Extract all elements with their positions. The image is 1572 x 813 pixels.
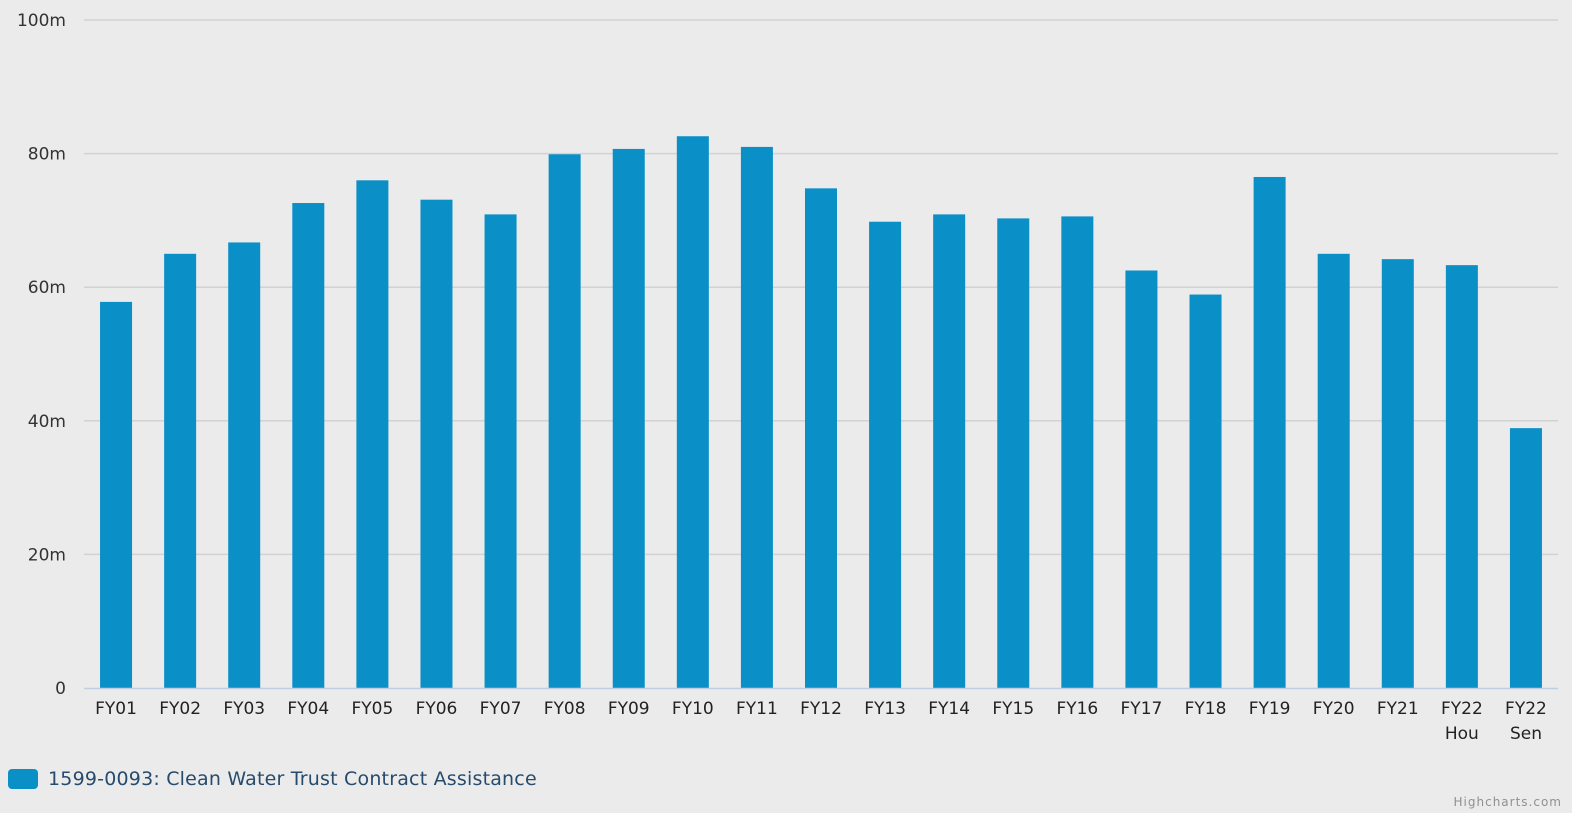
bar (1381, 259, 1414, 688)
x-tick-label-line: FY16 (1056, 699, 1098, 719)
y-tick-label: 80m (28, 145, 66, 165)
legend-label: 1599-0093: Clean Water Trust Contract As… (48, 768, 537, 790)
bar (1125, 270, 1158, 688)
x-tick-label: FY08 (544, 699, 586, 719)
x-tick-label: FY22 Sen (1505, 699, 1547, 744)
bar (1509, 428, 1542, 688)
x-tick-label-line: FY03 (223, 699, 265, 719)
x-tick-label-line: FY02 (159, 699, 201, 719)
bar (292, 203, 325, 689)
x-tick-label: FY11 (736, 699, 778, 719)
x-tick-label: FY10 (672, 699, 714, 719)
x-tick-label-line: FY04 (287, 699, 329, 719)
x-tick-label: FY03 (223, 699, 265, 719)
bar (1445, 265, 1478, 688)
bar (356, 180, 389, 688)
x-tick-label: FY22 Hou (1441, 699, 1483, 744)
x-tick-label-line: FY10 (672, 699, 714, 719)
bar (1253, 176, 1286, 689)
bar (100, 301, 133, 688)
bar (805, 188, 837, 688)
x-tick-label-line: FY17 (1121, 699, 1163, 719)
bar (676, 136, 709, 688)
x-tick-label: FY13 (864, 699, 906, 719)
x-tick-label-line: FY06 (416, 699, 458, 719)
x-tick-label: FY18 (1185, 699, 1227, 719)
bar (228, 242, 261, 688)
x-tick-label: FY16 (1056, 699, 1098, 719)
bar (484, 214, 517, 688)
x-tick-label-line: FY12 (800, 699, 842, 719)
x-tick-label: FY14 (928, 699, 970, 719)
credits-link[interactable]: Highcharts.com (1453, 795, 1562, 809)
x-tick-label-line: FY19 (1249, 699, 1291, 719)
x-tick-label-line: FY13 (864, 699, 906, 719)
bar (740, 146, 773, 689)
x-tick-label: FY02 (159, 699, 201, 719)
x-tick-label-line: FY14 (928, 699, 970, 719)
x-tick-label-line: FY20 (1313, 699, 1355, 719)
x-tick-label: FY01 (95, 699, 137, 719)
y-axis: 0 20m 40m 60m 80m 100m (17, 11, 66, 699)
x-tick-label: FY19 (1249, 699, 1291, 719)
x-tick-label: FY09 (608, 699, 650, 719)
legend-swatch (8, 769, 38, 789)
legend-item[interactable]: 1599-0093: Clean Water Trust Contract As… (8, 768, 537, 790)
x-tick-label: FY06 (416, 699, 458, 719)
bar (420, 199, 453, 688)
x-tick-label: FY05 (351, 699, 393, 719)
x-tick-label-line: Hou (1445, 724, 1479, 744)
x-tick-label-line: FY01 (95, 699, 137, 719)
y-tick-label: 40m (28, 412, 66, 432)
x-tick-label-line: FY22 (1505, 699, 1547, 719)
x-tick-label-line: FY15 (992, 699, 1034, 719)
bar (1317, 253, 1350, 689)
y-tick-label: 0 (55, 679, 66, 699)
x-tick-label: FY17 (1121, 699, 1163, 719)
bars (100, 136, 1542, 689)
bar (612, 148, 645, 688)
bar (869, 221, 902, 688)
x-tick-label-line: FY11 (736, 699, 778, 719)
x-tick-label-line: FY09 (608, 699, 650, 719)
bar (164, 253, 197, 689)
x-axis: FY01 FY02 FY03 FY04 FY05 FY06 FY07 FY08 FY09 FY10… (84, 687, 1558, 744)
x-tick-label: FY04 (287, 699, 329, 719)
y-tick-label: 100m (17, 11, 66, 31)
x-tick-label-line: FY05 (351, 699, 393, 719)
x-tick-label-line: FY21 (1377, 699, 1419, 719)
x-tick-label: FY12 (800, 699, 842, 719)
bar (1061, 216, 1094, 688)
x-tick-label-line: FY07 (480, 699, 522, 719)
x-tick-label-line: FY18 (1185, 699, 1227, 719)
y-tick-label: 60m (28, 278, 66, 298)
x-tick-label: FY15 (992, 699, 1034, 719)
y-tick-label: 20m (28, 545, 66, 565)
bar (548, 154, 581, 688)
x-tick-label-line: FY08 (544, 699, 586, 719)
bar (997, 218, 1030, 688)
x-tick-label-line: FY22 (1441, 699, 1483, 719)
bar (1189, 294, 1222, 688)
x-tick-label-line: Sen (1510, 724, 1542, 744)
x-tick-label: FY07 (480, 699, 522, 719)
bar (933, 214, 966, 688)
x-tick-label: FY21 (1377, 699, 1419, 719)
x-tick-label: FY20 (1313, 699, 1355, 719)
